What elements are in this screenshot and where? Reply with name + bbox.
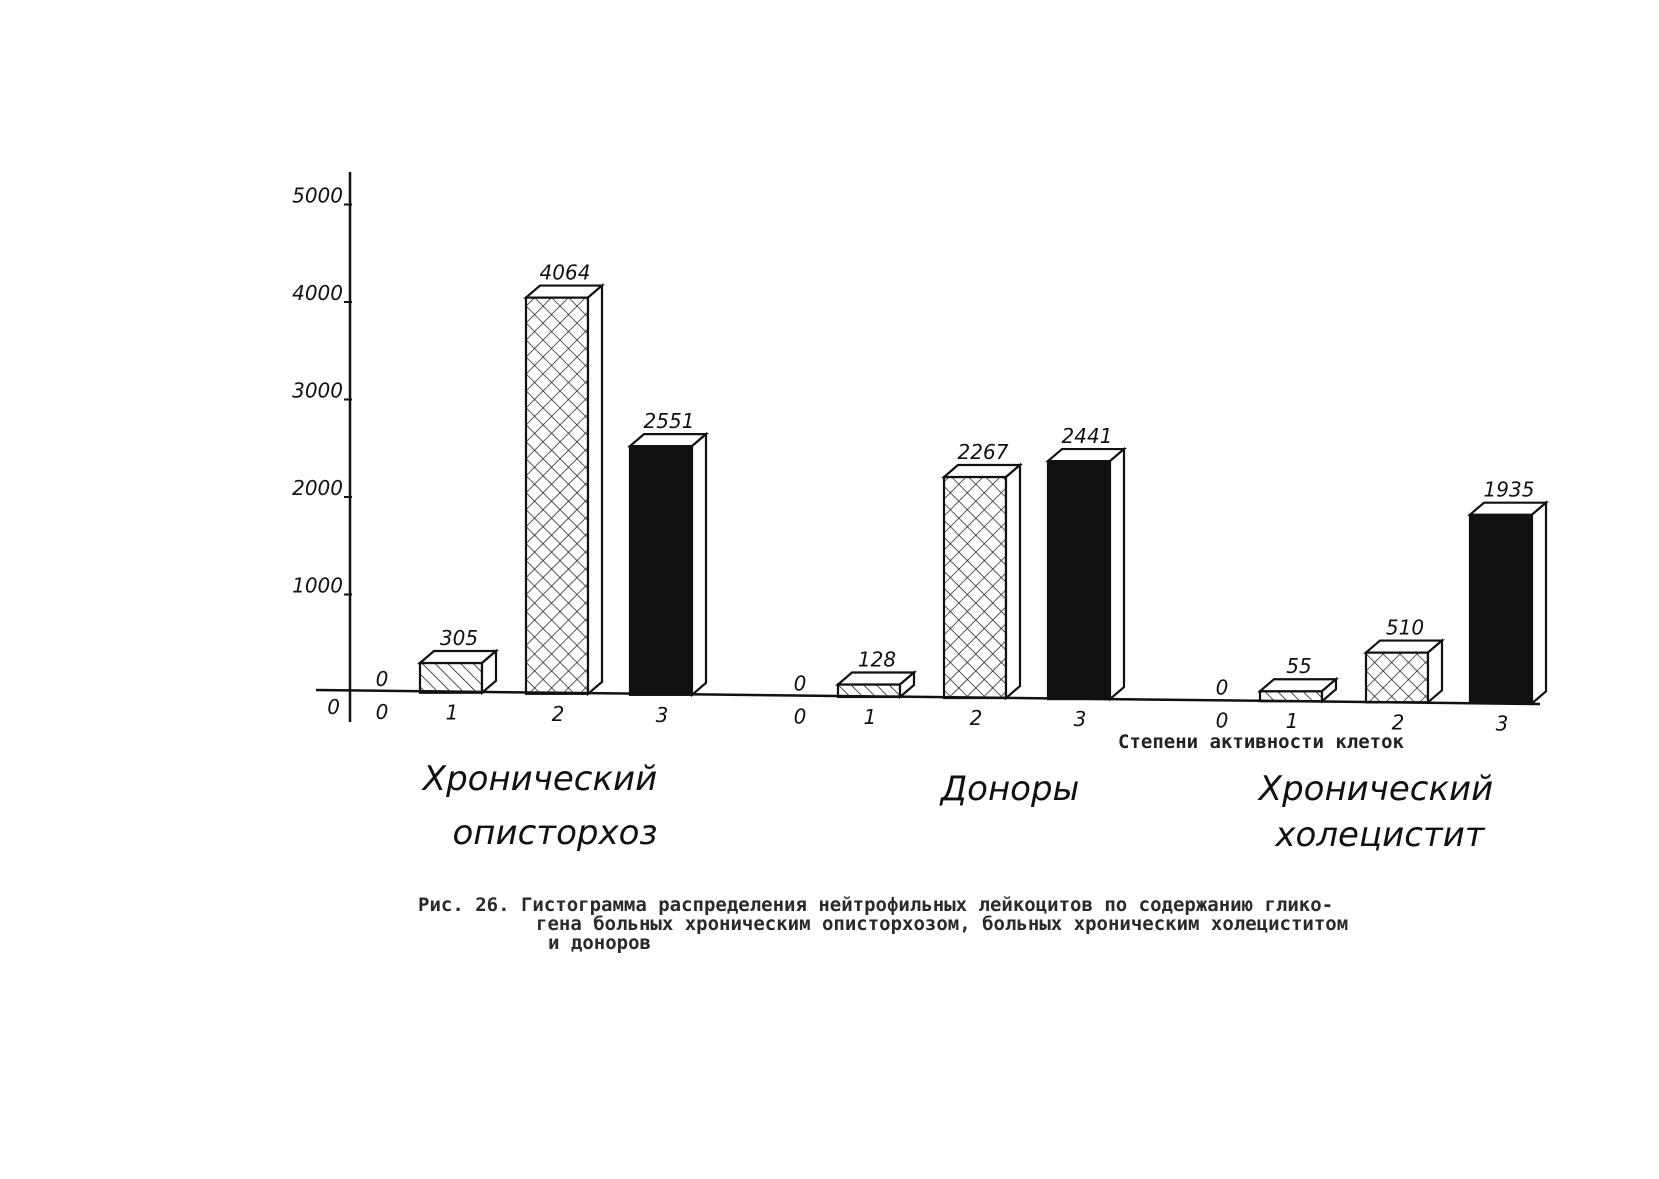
y-tick-label: 0	[327, 695, 340, 719]
caption-line-3: и доноров	[548, 932, 651, 954]
x-axis	[315, 688, 1541, 706]
bar-side	[1108, 446, 1126, 702]
category-label: 1	[1286, 709, 1299, 733]
group-name: Доноры	[939, 769, 1080, 809]
group-name-line-2: холецистит	[1274, 815, 1485, 855]
category-label: 3	[1496, 711, 1509, 735]
category-label: 0	[794, 704, 807, 728]
bar-side	[586, 283, 604, 697]
bar-side	[690, 431, 708, 698]
bar-side	[1320, 676, 1338, 704]
bar-front	[628, 445, 694, 696]
bar-side	[898, 670, 916, 700]
bar-side	[480, 648, 498, 696]
y-tick-label: 2000	[292, 476, 343, 500]
group-name: Хронический	[421, 759, 657, 799]
bar-front	[942, 475, 1008, 700]
figure-caption: Рис. 26. Гистограмма распределения нейтр…	[418, 896, 1518, 953]
caption-line-1: Рис. 26. Гистограмма распределения нейтр…	[418, 894, 1334, 916]
bar-front	[1258, 690, 1324, 703]
bar-front	[418, 661, 484, 694]
data-label: 1935	[1484, 478, 1535, 502]
data-label: 4064	[540, 261, 591, 285]
bar-front	[1046, 459, 1112, 701]
labels: 0 0 1 305 2 4064 3 2551 0 0 1 128 2 2267 3 2441 0 0 1 55 2 51…	[376, 261, 1535, 855]
bar-side	[1426, 638, 1444, 705]
category-label: 0	[376, 700, 389, 724]
bar-front	[1364, 651, 1430, 704]
caption-line-2: гена больных хроническим описторхозом, б…	[536, 913, 1349, 935]
bar-front	[524, 296, 590, 695]
bar-side	[1004, 462, 1022, 701]
x-axis-title: Степени активности клеток	[1118, 731, 1405, 753]
bar-front	[1468, 513, 1534, 705]
data-label: 305	[440, 626, 478, 650]
bars	[417, 283, 1549, 706]
bar-side	[1530, 500, 1548, 706]
data-label: 510	[1386, 616, 1424, 640]
category-label: 0	[1216, 709, 1229, 733]
data-label: 55	[1286, 654, 1311, 678]
category-label: 2	[552, 702, 565, 726]
data-label: 128	[858, 647, 896, 671]
category-label: 1	[864, 705, 877, 729]
y-tick-label: 4000	[292, 281, 343, 305]
data-label: 2441	[1062, 424, 1113, 448]
category-label: 1	[446, 701, 459, 725]
data-label: 2551	[644, 409, 695, 433]
y-tick-label: 1000	[292, 574, 343, 598]
category-label: 2	[1392, 710, 1405, 734]
category-label: 2	[970, 706, 983, 730]
data-label: 2267	[958, 440, 1009, 464]
data-label: 0	[794, 671, 807, 695]
category-label: 3	[656, 703, 669, 727]
category-label: 3	[1074, 707, 1087, 731]
group-name: Хронический	[1257, 769, 1493, 809]
bar-front	[836, 683, 902, 699]
group-name-line-2: описторхоз	[452, 813, 657, 853]
data-label: 0	[376, 667, 389, 691]
y-tick-label: 3000	[292, 379, 343, 403]
y-tick-label: 5000	[292, 184, 343, 208]
data-label: 0	[1216, 676, 1229, 700]
